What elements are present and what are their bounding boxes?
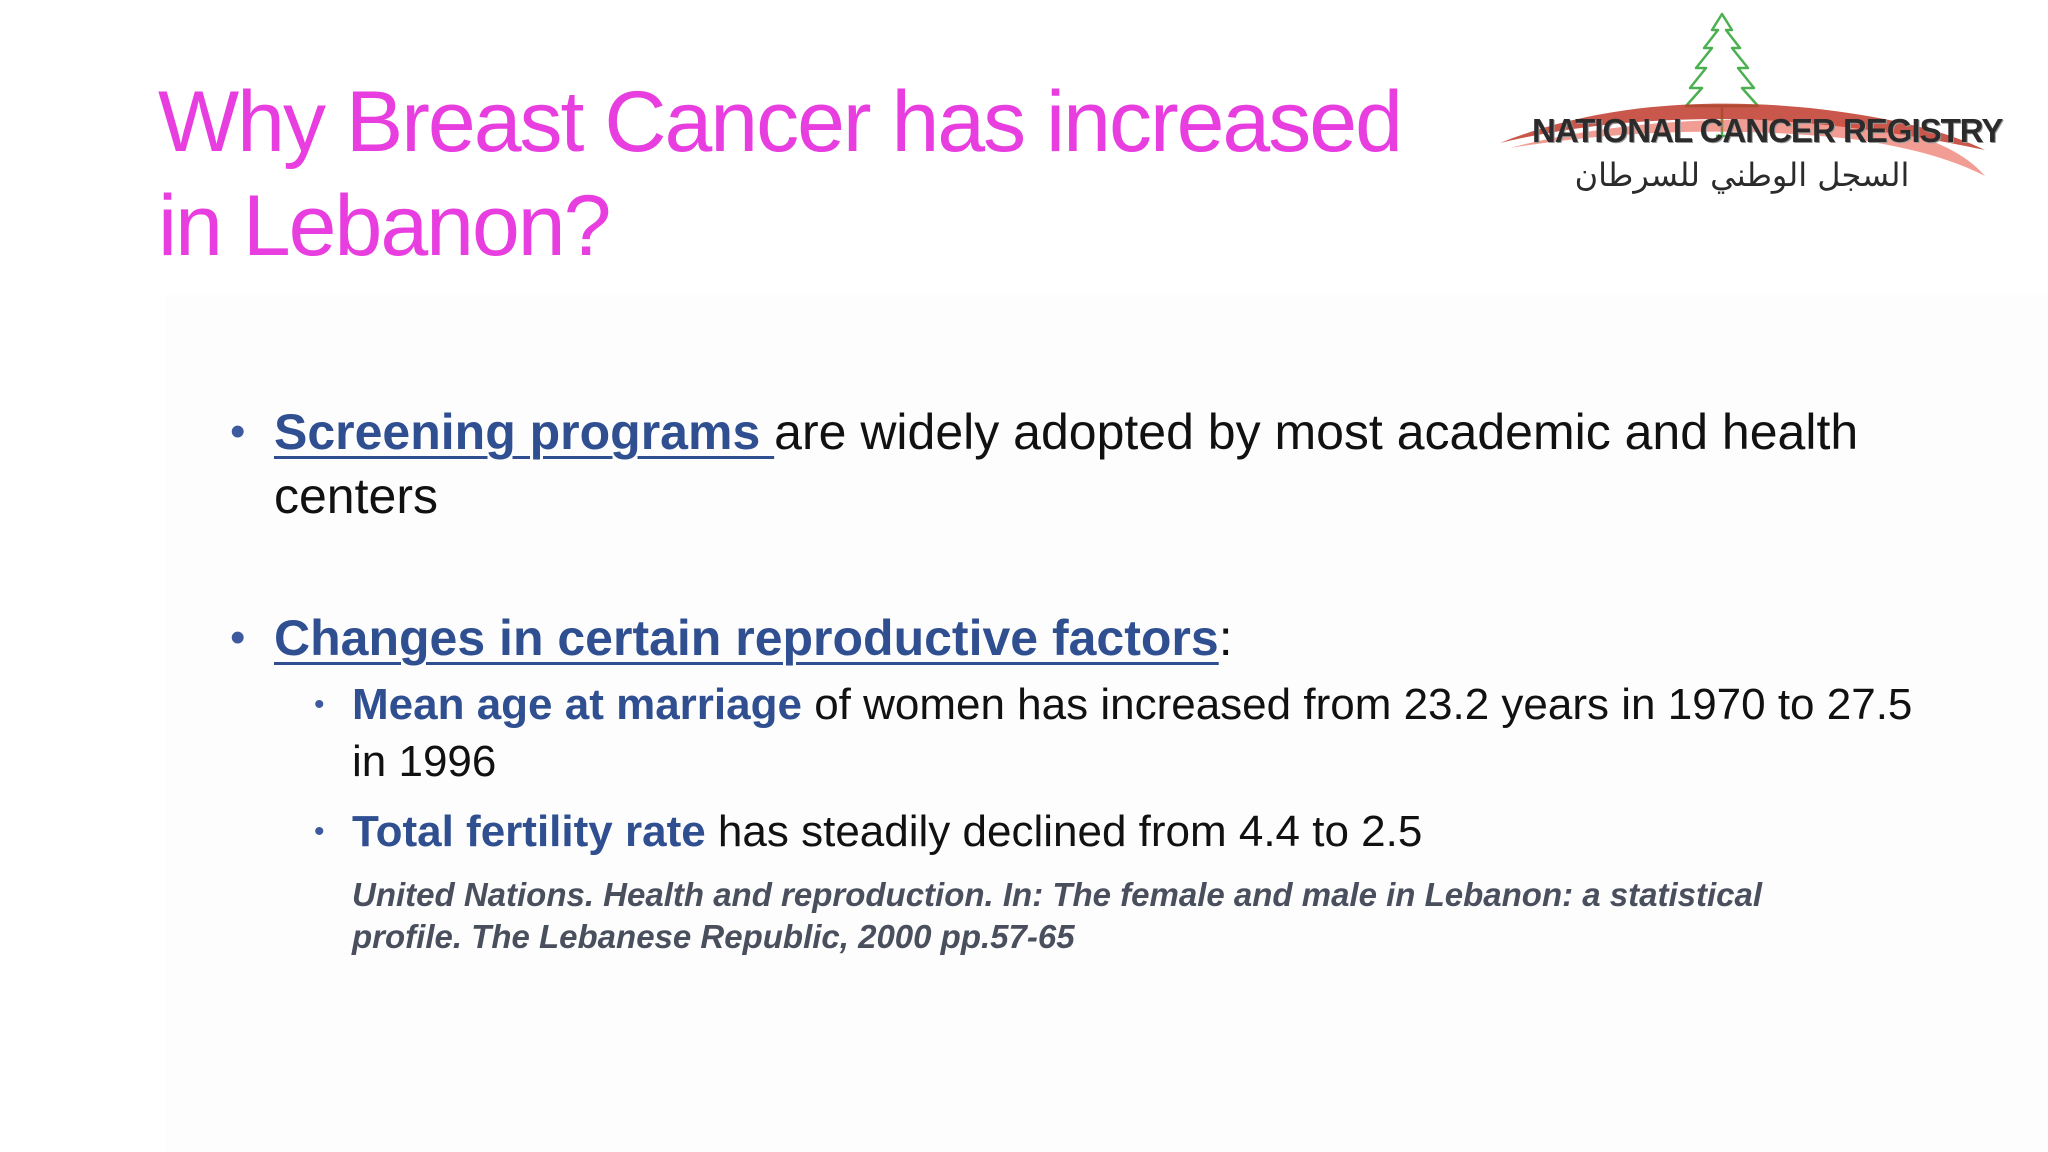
sub-bullet-item: • Total fertility rate has steadily decl… <box>314 803 1930 860</box>
cedar-tree-icon <box>1500 12 1985 176</box>
logo-text-english: NATIONAL CANCER REGISTRY <box>1532 112 2003 149</box>
bullet-keyword: Changes in certain reproductive factors <box>274 610 1219 666</box>
sub-bullet-item: • Mean age at marriage of women has incr… <box>314 676 1930 790</box>
slide-title: Why Breast Cancer has increased in Leban… <box>158 74 1403 274</box>
bullet-dot-icon: • <box>230 613 246 662</box>
sub-bullet-dot-icon: • <box>314 688 325 721</box>
bullet-keyword: Screening programs <box>274 404 775 460</box>
slide-body: • Screening programs are widely adopted … <box>230 400 1930 958</box>
sub-bullet-dot-icon: • <box>314 815 325 848</box>
sub-bullet-keyword: Mean age at marriage <box>352 680 802 729</box>
bullet-item: • Changes in certain reproductive factor… <box>230 606 1930 670</box>
bullet-dot-icon: • <box>230 407 246 456</box>
sub-bullet-text: has steadily declined from 4.4 to 2.5 <box>705 807 1423 856</box>
content-area-background <box>165 295 2048 1152</box>
national-cancer-registry-logo: NATIONAL CANCER REGISTRY السجل الوطني لل… <box>1480 8 2003 208</box>
sub-bullet-text: of women has increased from 23.2 years i… <box>352 680 1913 786</box>
bullet-text: are widely adopted by most academic and … <box>274 404 1859 524</box>
logo-text-arabic: السجل الوطني للسرطان <box>1574 156 1910 194</box>
citation: United Nations. Health and reproduction.… <box>352 876 1763 955</box>
bullet-text: : <box>1218 610 1233 666</box>
sub-bullet-keyword: Total fertility rate <box>352 807 706 856</box>
bullet-item: • Screening programs are widely adopted … <box>230 400 1930 528</box>
